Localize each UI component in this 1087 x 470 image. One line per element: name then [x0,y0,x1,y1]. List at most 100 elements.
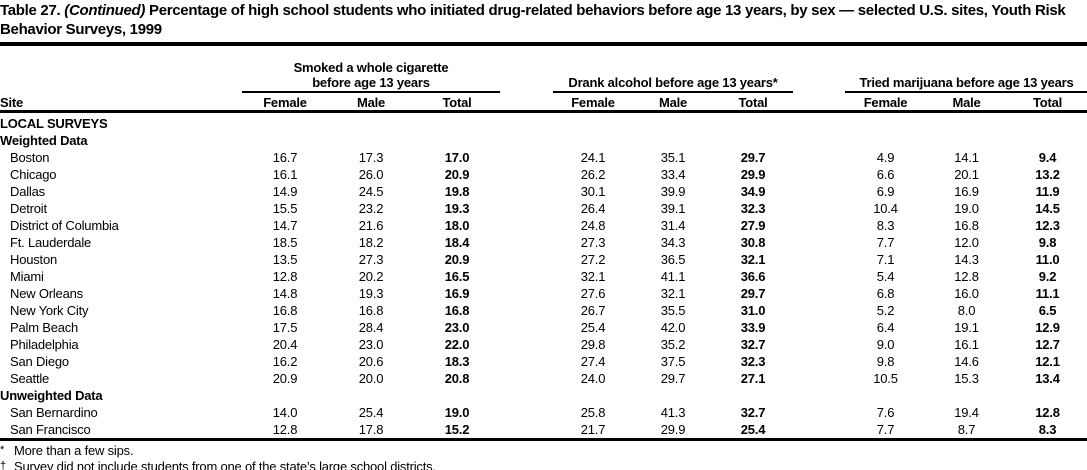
value-cell: 27.2 [580,252,606,267]
footnote-asterisk-marker: * [0,444,5,456]
gap-cell [500,285,553,302]
gap-cell [500,319,553,336]
value-cell: 19.0 [954,201,979,216]
value-cell: 26.0 [358,167,384,182]
section-label: Unweighted Data [0,388,103,403]
group-header-marijuana: Tried marijuana before age 13 years [845,46,1087,93]
value-cell: 7.1 [876,252,895,267]
group-header-marijuana-label: Tried marijuana before age 13 years [859,75,1074,90]
value-cell: 32.7 [740,337,766,352]
site-name: Boston [10,150,50,165]
table-row: District of Columbia 14.7 21.6 18.0 24.8… [0,217,1087,234]
gap-cell [793,251,845,268]
value-cell: 19.1 [954,320,979,335]
value-cell: 16.2 [272,354,298,369]
gap-cell [793,319,845,336]
value-cell: 14.1 [954,150,979,165]
group-header-cigarette-label: Smoked a whole cigarette before age 13 y… [293,60,449,90]
gap-cell [500,268,553,285]
value-cell: 20.2 [358,269,384,284]
value-cell: 21.7 [580,422,606,437]
group-header-alcohol-label: Drank alcohol before age 13 years* [568,75,778,90]
column-header-site: Site [0,92,242,113]
value-cell: 29.8 [580,337,606,352]
value-cell: 6.8 [876,286,895,301]
column-header-cigarette-male: Male [328,92,414,113]
value-cell: 26.7 [580,303,606,318]
value-cell: 29.7 [660,371,686,386]
value-cell: 32.1 [580,269,606,284]
value-cell: 11.0 [1035,252,1060,267]
gap-cell [793,183,845,200]
site-name: Houston [10,252,58,267]
value-cell: 33.9 [740,320,766,335]
site-name: District of Columbia [10,218,119,233]
value-cell: 32.1 [660,286,686,301]
table-title-text: Percentage of high school students who i… [0,2,1066,38]
gap-cell [793,166,845,183]
group-header-alcohol: Drank alcohol before age 13 years* [553,46,793,93]
value-cell: 13.5 [272,252,298,267]
value-cell: 19.4 [954,405,979,420]
value-cell: 16.7 [272,150,298,165]
value-cell: 14.3 [954,252,979,267]
table-row: Houston 13.5 27.3 20.9 27.2 36.5 32.1 7.… [0,251,1087,268]
site-name: San Francisco [10,422,91,437]
site-name: Seattle [10,371,50,386]
value-cell: 27.3 [358,252,384,267]
value-cell: 16.5 [444,269,470,284]
gap-cell [500,234,553,251]
value-cell: 23.0 [444,320,470,335]
footnote-asterisk: * More than a few sips. [0,443,1087,459]
value-cell: 27.1 [740,371,766,386]
value-cell: 15.3 [954,371,979,386]
value-cell: 42.0 [660,320,686,335]
data-table: Smoked a whole cigarette before age 13 y… [0,46,1087,438]
gap-cell [793,404,845,421]
value-cell: 32.1 [740,252,766,267]
value-cell: 20.9 [444,252,470,267]
table-title-continued: (Continued) [64,2,146,19]
value-cell: 8.7 [957,422,976,437]
table-body: LOCAL SURVEYS Weighted Data Boston 16.7 … [0,112,1087,439]
gap-cell [500,421,553,438]
value-cell: 9.4 [1038,150,1057,165]
gap-cell [500,336,553,353]
table-row: New York City 16.8 16.8 16.8 26.7 35.5 3… [0,302,1087,319]
gap-cell [500,166,553,183]
gap-cell [793,285,845,302]
site-name: Miami [10,269,44,284]
gap-cell [793,336,845,353]
gap-cell [500,217,553,234]
value-cell: 32.3 [740,354,766,369]
value-cell: 14.7 [272,218,298,233]
value-cell: 20.6 [358,354,384,369]
value-cell: 41.1 [660,269,686,284]
value-cell: 9.8 [1038,235,1057,250]
site-name: Detroit [10,201,47,216]
gap-cell [500,183,553,200]
value-cell: 33.4 [660,167,686,182]
value-cell: 10.4 [873,201,898,216]
value-cell: 29.9 [740,167,766,182]
value-cell: 16.9 [444,286,470,301]
gap-cell [500,251,553,268]
value-cell: 27.4 [580,354,606,369]
value-cell: 32.7 [740,405,766,420]
value-cell: 12.8 [954,269,979,284]
value-cell: 9.0 [876,337,895,352]
section-label: LOCAL SURVEYS [0,116,108,131]
value-cell: 17.5 [272,320,298,335]
gap-cell [793,217,845,234]
footnotes: * More than a few sips. † Survey did not i… [0,438,1087,470]
value-cell: 23.2 [358,201,384,216]
value-cell: 29.9 [660,422,686,437]
site-name: San Bernardino [10,405,98,420]
value-cell: 24.1 [580,150,606,165]
value-cell: 16.8 [272,303,298,318]
value-cell: 11.1 [1035,286,1060,301]
column-gap-1 [500,92,553,113]
value-cell: 12.8 [272,269,298,284]
value-cell: 12.8 [1035,405,1060,420]
gap-cell [500,404,553,421]
